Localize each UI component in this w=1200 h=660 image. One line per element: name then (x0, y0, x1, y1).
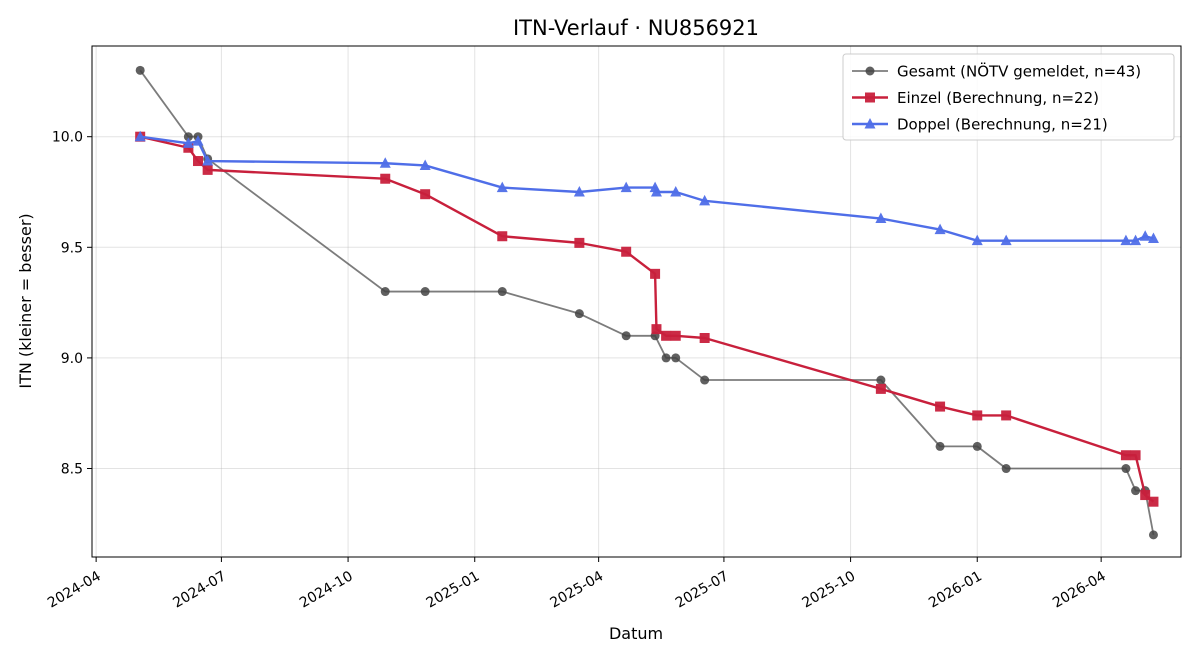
data-point (700, 375, 710, 385)
legend-label: Gesamt (NÖTV gemeldet, n=43) (897, 62, 1141, 81)
data-point (1001, 464, 1011, 474)
data-point (670, 330, 681, 341)
legend: Gesamt (NÖTV gemeldet, n=43) Einzel (Bere… (842, 53, 1175, 141)
data-point (670, 186, 682, 197)
data-point (1000, 234, 1012, 246)
plot-frame (91, 45, 1182, 558)
data-point (497, 287, 507, 297)
series-layer (134, 65, 1159, 540)
legend-marker (865, 92, 875, 103)
data-point (935, 401, 946, 412)
data-point (1130, 234, 1142, 246)
data-point (192, 135, 204, 146)
data-point (193, 156, 204, 167)
data-point (651, 324, 662, 335)
data-point (1131, 486, 1141, 496)
legend-marker (864, 118, 876, 129)
data-point (875, 212, 887, 224)
data-point (379, 157, 391, 168)
legend-label: Doppel (Berechnung, n=21) (897, 116, 1108, 134)
data-point (574, 309, 584, 319)
data-point (671, 353, 681, 363)
series-circle (135, 65, 1158, 540)
data-point (574, 237, 585, 248)
data-point (621, 246, 632, 257)
data-point (202, 155, 214, 166)
data-point (1148, 530, 1158, 540)
series-square (135, 131, 1159, 507)
data-point (935, 441, 945, 451)
data-point (380, 287, 390, 297)
y-tick-label: 10.0 (52, 130, 83, 146)
data-point (135, 65, 145, 75)
data-point (420, 287, 430, 297)
data-point (661, 353, 671, 363)
data-point (1120, 450, 1131, 461)
legend-box (842, 53, 1175, 141)
data-point (420, 189, 431, 200)
data-point (971, 234, 983, 246)
data-point (183, 132, 193, 142)
data-point (202, 164, 213, 175)
y-axis-label: ITN (kleiner = besser) (16, 213, 35, 388)
data-point (419, 159, 431, 170)
data-point (934, 223, 946, 235)
data-point (1120, 234, 1132, 246)
data-point (1147, 232, 1159, 243)
chart-title: ITN-Verlauf · NU856921 (513, 16, 759, 40)
series-triangle (134, 130, 1159, 246)
data-point (875, 383, 886, 394)
data-point (1140, 490, 1151, 501)
data-point (650, 186, 662, 197)
data-point (1001, 410, 1012, 421)
data-point (876, 375, 886, 385)
x-axis-label: Datum (609, 624, 663, 643)
legend-marker (865, 66, 875, 76)
data-point (134, 130, 146, 142)
y-tick-label: 9.0 (61, 351, 83, 367)
data-point (972, 410, 983, 421)
data-point (650, 268, 661, 279)
y-tick-label: 8.5 (61, 462, 83, 478)
data-point (182, 137, 194, 148)
data-point (1130, 450, 1141, 461)
y-tick-label: 9.5 (61, 240, 83, 256)
data-point (661, 330, 672, 341)
data-point (1121, 464, 1131, 474)
data-point (380, 173, 391, 184)
data-point (497, 231, 508, 242)
legend-label: Einzel (Berechnung, n=22) (897, 89, 1099, 107)
data-point (699, 194, 711, 206)
data-point (496, 181, 508, 193)
data-point (621, 331, 631, 341)
data-point (1148, 496, 1159, 507)
data-point (972, 441, 982, 451)
data-point (573, 186, 585, 197)
data-point (620, 181, 632, 193)
data-point (699, 333, 710, 343)
data-point (1139, 230, 1151, 241)
